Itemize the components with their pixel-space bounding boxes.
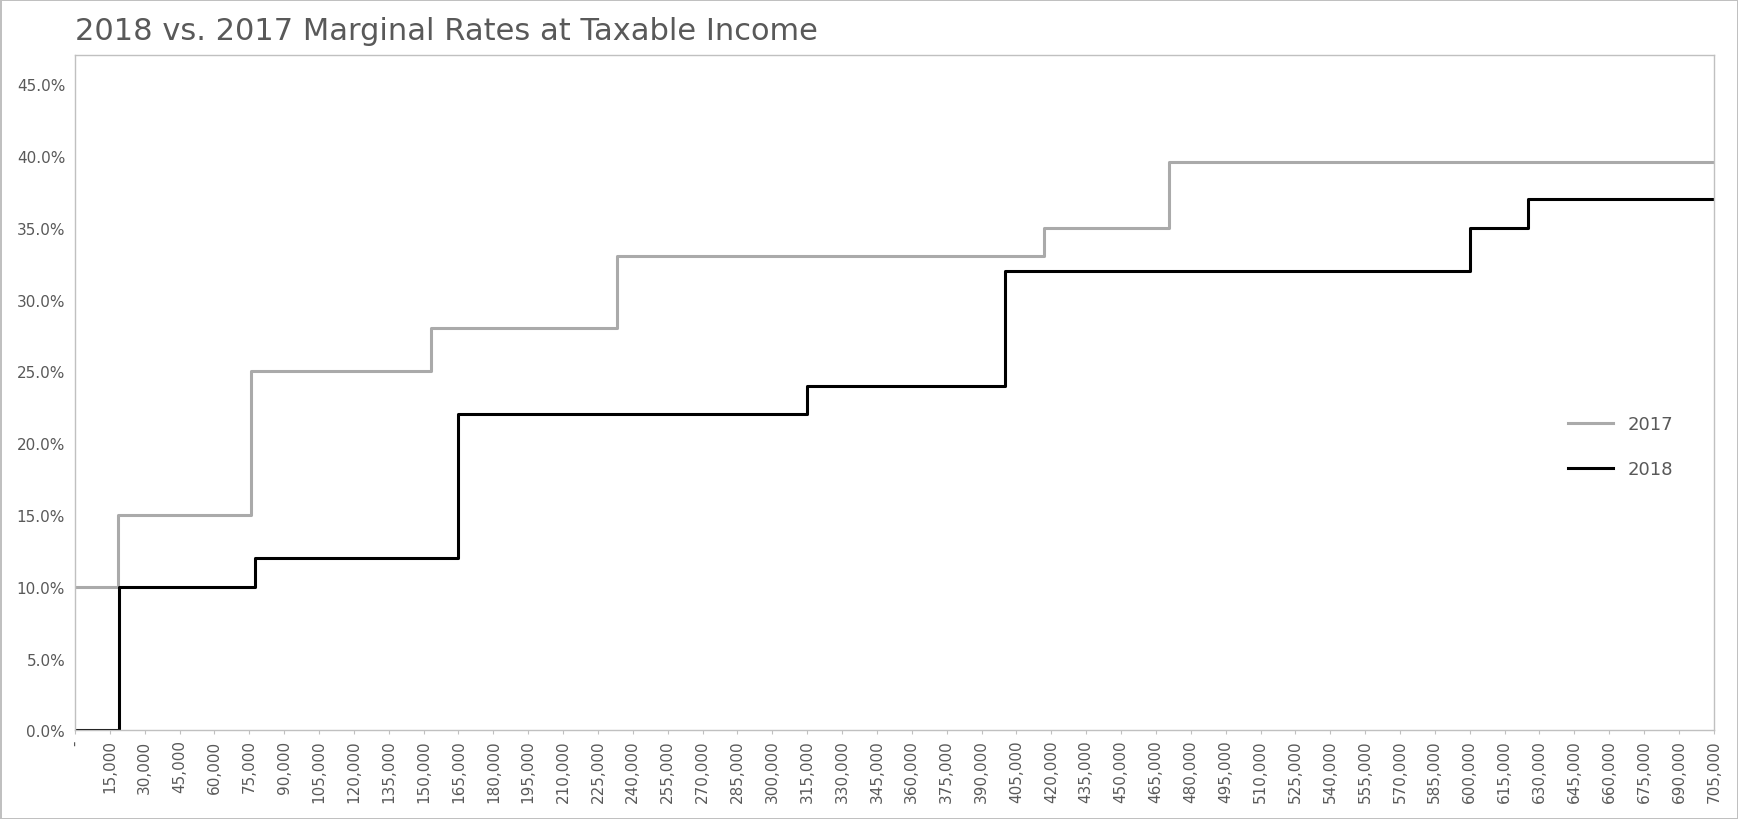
2018 — [1703, 195, 1724, 205]
2017 — [607, 324, 627, 334]
2018 — [994, 266, 1015, 276]
2017 — [421, 367, 441, 377]
2018 — [1460, 224, 1481, 233]
2018 — [796, 382, 817, 391]
2018 — [994, 382, 1015, 391]
2018 — [1517, 224, 1538, 233]
2017 — [108, 510, 129, 520]
Legend: 2017, 2018: 2017, 2018 — [1561, 409, 1681, 486]
2017 — [1159, 224, 1180, 233]
2018 — [64, 726, 85, 735]
2018 — [796, 410, 817, 420]
2017 — [421, 324, 441, 334]
2018 — [1703, 195, 1724, 205]
2017 — [64, 582, 85, 592]
2017 — [1703, 157, 1724, 167]
2017 — [242, 367, 262, 377]
2017 — [242, 510, 262, 520]
2017 — [1703, 157, 1724, 167]
2018 — [109, 726, 130, 735]
2018 — [448, 554, 469, 563]
Line: 2017: 2017 — [75, 162, 1714, 587]
2017 — [1032, 224, 1053, 233]
2018 — [1517, 195, 1538, 205]
2018 — [109, 582, 130, 592]
2017 — [1032, 252, 1053, 262]
2017 — [607, 252, 627, 262]
2017 — [108, 582, 129, 592]
Text: 2018 vs. 2017 Marginal Rates at Taxable Income: 2018 vs. 2017 Marginal Rates at Taxable … — [75, 16, 819, 46]
Line: 2018: 2018 — [75, 200, 1714, 731]
2018 — [1460, 266, 1481, 276]
2018 — [448, 410, 469, 420]
2017 — [1159, 157, 1180, 167]
2018 — [245, 582, 266, 592]
2018 — [245, 554, 266, 563]
